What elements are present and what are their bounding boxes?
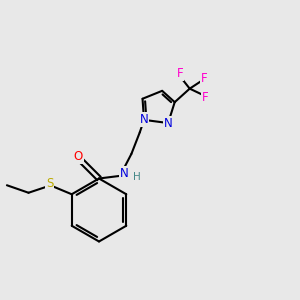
Text: S: S (46, 177, 53, 190)
Text: H: H (133, 172, 140, 182)
Text: F: F (202, 91, 208, 104)
Text: N: N (120, 167, 129, 180)
Text: F: F (177, 67, 183, 80)
Text: O: O (74, 150, 82, 163)
Text: F: F (201, 72, 207, 85)
Text: N: N (140, 113, 148, 126)
Text: N: N (164, 116, 172, 130)
